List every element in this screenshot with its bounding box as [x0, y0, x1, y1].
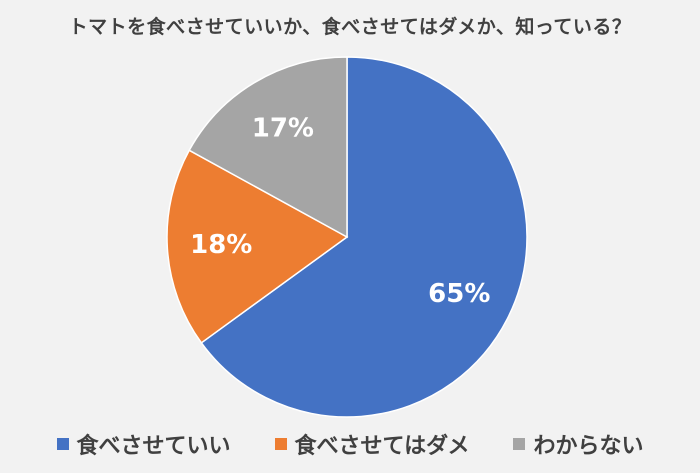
- legend: 食べさせていい 食べさせてはダメ わからない: [0, 428, 700, 460]
- legend-label-2: 食べさせてはダメ: [294, 434, 470, 459]
- pie-slice-2: [166, 149, 349, 344]
- legend-item-1: 食べさせていい: [56, 428, 231, 460]
- legend-label-1: 食べさせていい: [76, 434, 231, 459]
- legend-item-3: わからない: [513, 428, 643, 460]
- chart-title: トマトを食べさせていいか、食べさせてはダメか、知っている？: [68, 16, 632, 38]
- pie-chart: 65% 18% 17%: [166, 56, 528, 418]
- data-label-2: 18%: [190, 230, 252, 260]
- legend-item-2: 食べさせてはダメ: [274, 428, 470, 460]
- data-label-1: 65%: [428, 279, 490, 309]
- data-label-3: 17%: [252, 114, 314, 144]
- legend-label-3: わからない: [533, 434, 644, 459]
- legend-swatch-2: [274, 438, 287, 450]
- legend-swatch-3: [513, 438, 526, 450]
- pie-slice-1: [200, 56, 528, 418]
- pie-slice-3: [188, 56, 348, 239]
- legend-swatch-1: [56, 438, 69, 450]
